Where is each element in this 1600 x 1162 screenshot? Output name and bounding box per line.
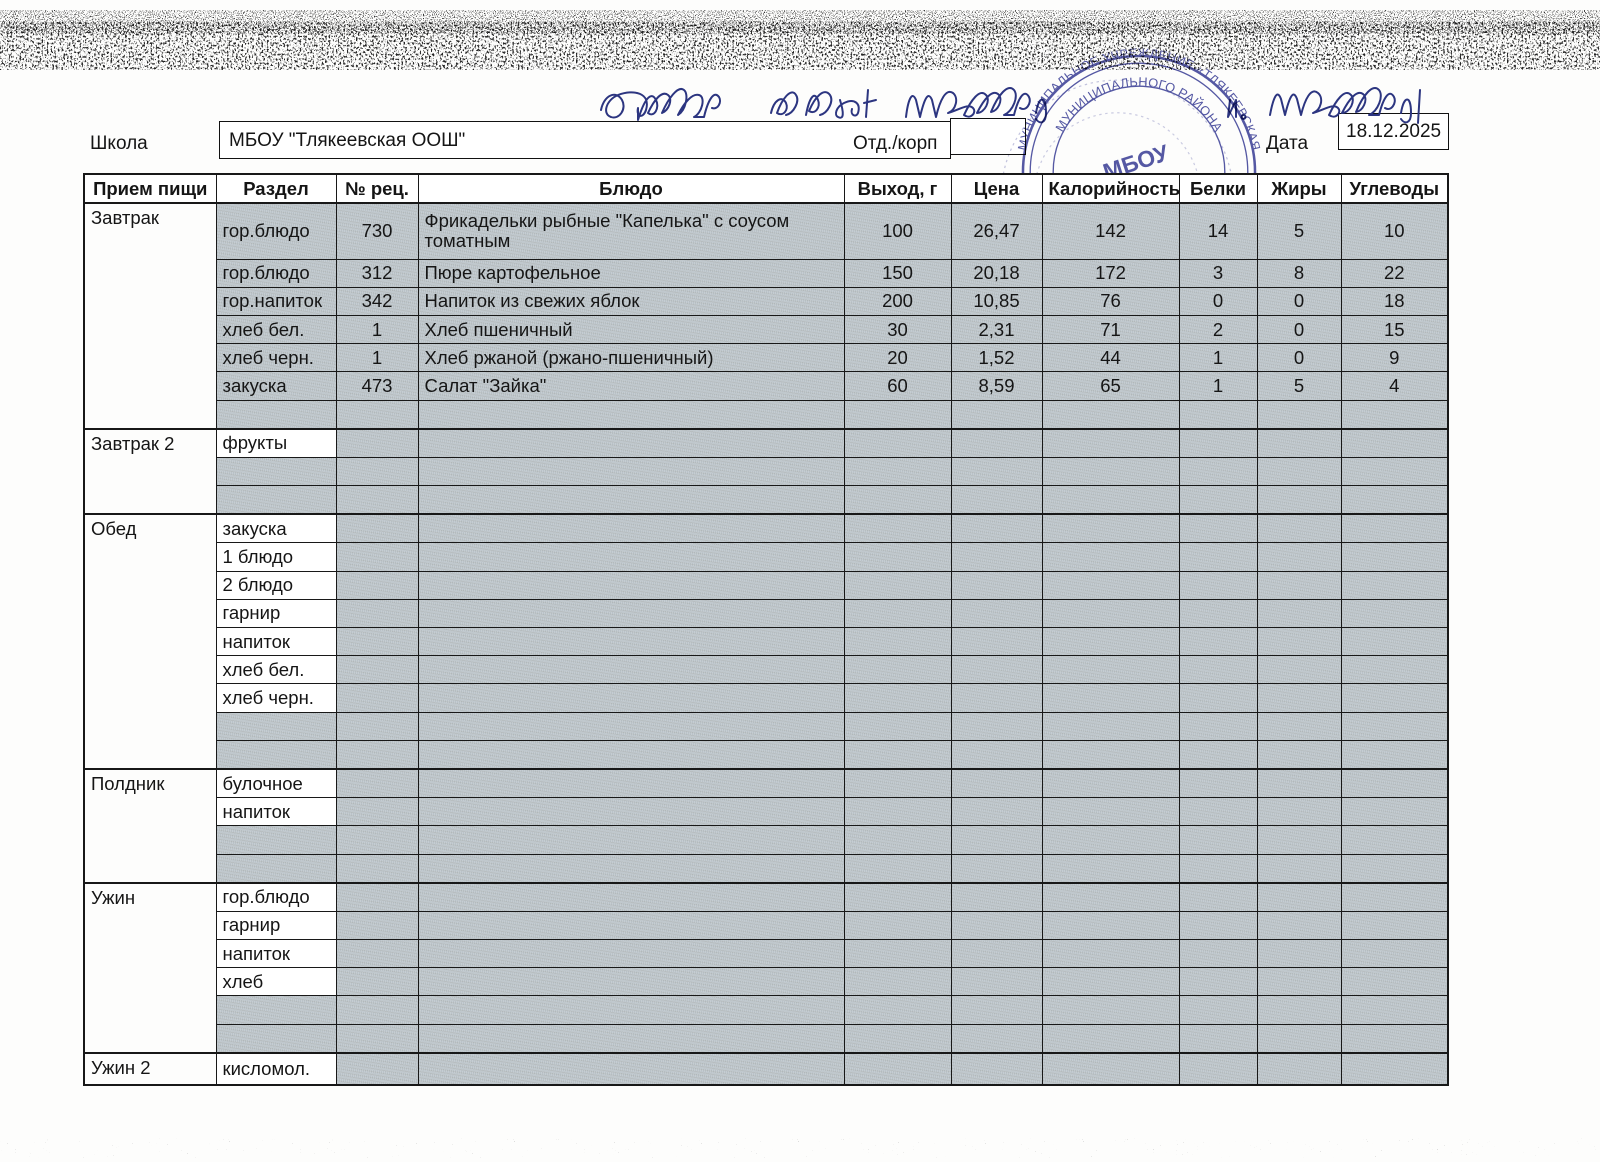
svg-text:МУНИЦИПАЛЬНОГО РАЙОНА: МУНИЦИПАЛЬНОГО РАЙОНА	[1052, 74, 1226, 134]
svg-text:МУНИЦИПАЛЬНОЕ УЧРЕЖДЕНИЕ «ТЛЯК: МУНИЦИПАЛЬНОЕ УЧРЕЖДЕНИЕ «ТЛЯКЕЕВСКАЯ	[1015, 46, 1263, 152]
